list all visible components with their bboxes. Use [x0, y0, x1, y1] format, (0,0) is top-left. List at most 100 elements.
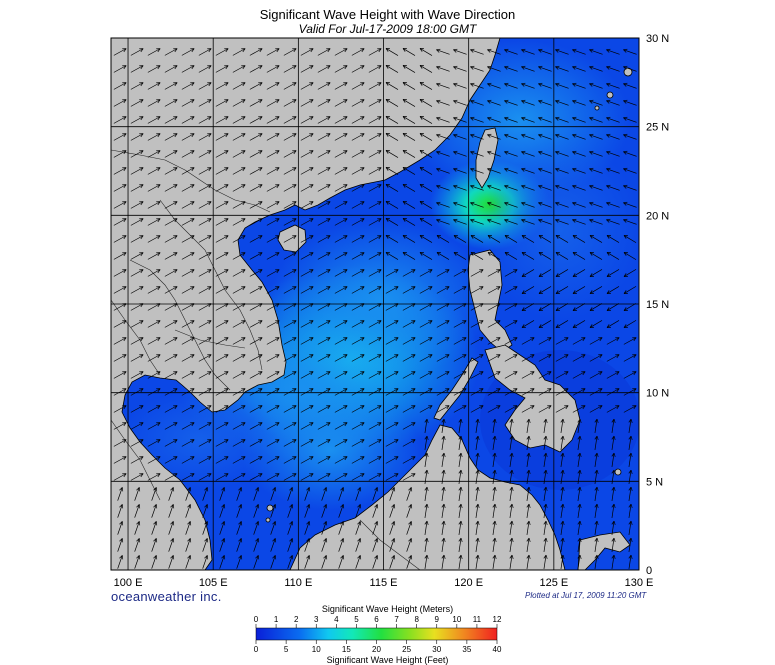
wave-arrow: [351, 116, 365, 124]
wave-arrow: [287, 555, 294, 569]
wave-arrow: [606, 286, 620, 294]
lon-label: 115 E: [370, 577, 398, 589]
wave-arrow: [521, 150, 535, 157]
wave-arrow: [509, 418, 514, 433]
wave-arrow: [453, 116, 467, 123]
wave-arrow: [368, 116, 382, 124]
wave-arrow: [509, 452, 514, 467]
wave-arrow: [436, 235, 450, 243]
wave-arrow: [538, 320, 552, 328]
wave-arrow: [113, 439, 127, 447]
wave-arrow: [249, 320, 263, 328]
wave-arrow: [419, 218, 433, 226]
wave-arrow: [419, 235, 433, 243]
wave-arrow: [521, 303, 535, 311]
wave-arrow: [538, 65, 552, 72]
wave-arrow: [385, 48, 399, 56]
wave-arrow: [372, 521, 379, 535]
wave-arrow: [611, 520, 616, 535]
wave-arrow: [130, 201, 144, 209]
wave-arrow: [555, 218, 569, 225]
wave-arrow: [475, 520, 480, 535]
wave-arrow: [164, 422, 178, 430]
wave-arrow: [436, 354, 450, 362]
wave-arrow: [470, 116, 484, 123]
longitude-labels: 100 E 105 E 110 E 115 E 120 E 125 E 130 E: [114, 577, 654, 589]
wave-arrow: [453, 337, 467, 345]
wave-arrow: [368, 150, 382, 158]
wave-arrow: [215, 48, 229, 56]
wave-arrow: [215, 116, 229, 124]
wave-arrow: [253, 487, 260, 501]
wave-arrow: [628, 486, 633, 501]
wave-arrow: [419, 269, 433, 277]
wave-arrow: [147, 286, 161, 294]
wave-arrow: [606, 133, 620, 140]
wave-arrow: [198, 116, 212, 124]
wave-arrow: [130, 422, 144, 430]
wave-arrow: [385, 473, 399, 481]
wave-arrow: [351, 337, 365, 345]
wave-arrow: [419, 82, 433, 90]
wave-arrow: [117, 487, 124, 501]
wave-arrow: [198, 184, 212, 192]
wave-arrow: [470, 167, 484, 174]
wave-arrow: [232, 116, 246, 124]
wave-arrow: [424, 520, 429, 535]
colorbar-meter-label: 10: [452, 615, 461, 624]
wave-arrow: [351, 388, 365, 396]
wave-arrow: [470, 99, 484, 106]
wave-arrow: [492, 418, 497, 433]
wave-arrow: [538, 303, 552, 311]
wave-arrow: [181, 320, 195, 328]
wave-arrow: [249, 354, 263, 362]
wave-arrow: [458, 435, 463, 450]
wave-arrow: [470, 269, 484, 277]
wave-arrow: [436, 388, 450, 396]
taiwan-island: [475, 127, 499, 189]
wave-arrow: [487, 371, 501, 379]
wave-arrow: [572, 82, 586, 89]
wave-arrow: [368, 252, 382, 260]
wave-arrow: [368, 371, 382, 379]
wave-arrow: [283, 439, 297, 447]
wave-arrow: [406, 504, 413, 518]
wave-arrow: [453, 184, 467, 191]
wave-arrow: [219, 521, 226, 535]
wave-arrow: [266, 337, 280, 345]
hainan-island: [277, 224, 307, 253]
lat-label: 0: [646, 565, 652, 577]
wave-arrow: [589, 388, 603, 396]
wave-arrow: [492, 452, 497, 467]
wave-arrow: [402, 388, 416, 396]
wave-arrow: [334, 99, 348, 107]
wave-arrow: [304, 555, 311, 569]
wave-arrow: [589, 65, 603, 72]
wave-arrow: [181, 354, 195, 362]
wave-arrow: [628, 554, 633, 569]
wave-arrow: [555, 388, 569, 396]
wave-arrow: [623, 286, 637, 294]
wave-arrow: [113, 286, 127, 294]
wave-arrow: [589, 354, 603, 362]
wave-arrow: [453, 388, 467, 396]
wave-arrow: [168, 487, 175, 501]
wave-arrow: [300, 405, 314, 413]
wave-arrow: [385, 252, 399, 260]
wave-arrow: [594, 537, 599, 552]
wave-arrow: [572, 252, 586, 260]
wave-arrow: [164, 371, 178, 379]
wave-arrow: [232, 337, 246, 345]
wave-arrow: [594, 520, 599, 535]
wave-arrow: [164, 150, 178, 158]
wave-arrow: [113, 422, 127, 430]
wave-arrow: [470, 371, 484, 379]
wave-arrow: [538, 269, 552, 277]
wave-arrow: [402, 422, 416, 430]
wave-arrow: [424, 503, 429, 518]
wave-arrow: [492, 537, 497, 552]
wave-arrow: [249, 133, 263, 141]
wave-arrow: [368, 422, 382, 430]
wave-arrow: [317, 388, 331, 396]
wave-arrow: [402, 150, 416, 158]
